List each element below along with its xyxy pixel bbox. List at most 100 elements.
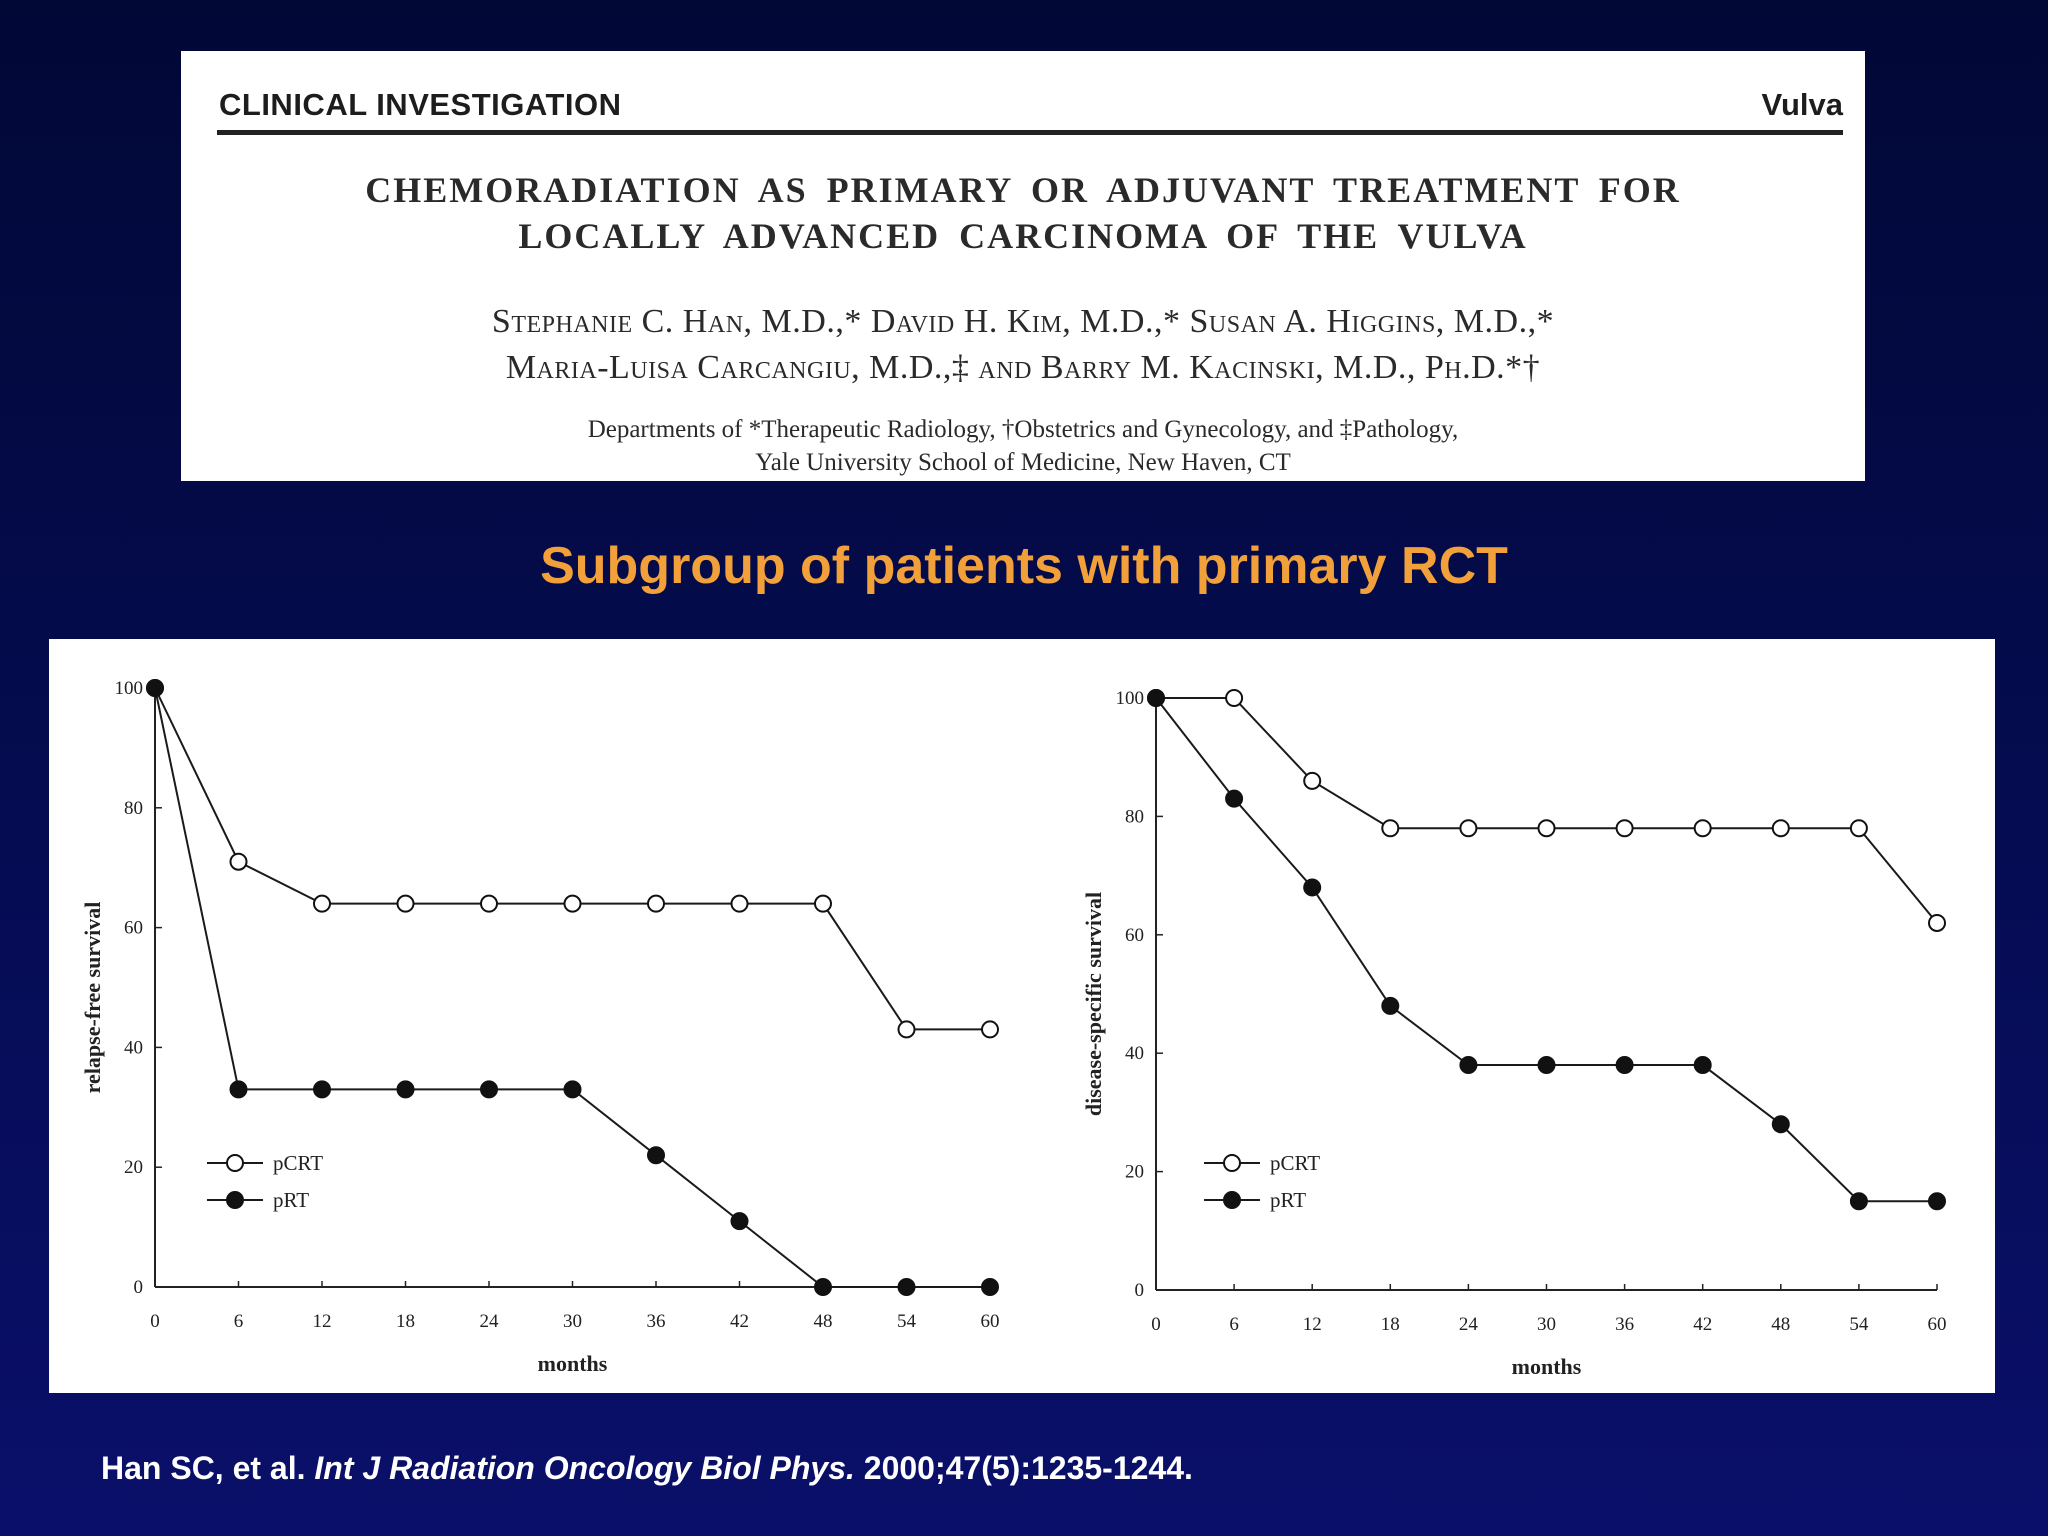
data-point-pRT bbox=[1459, 1056, 1478, 1075]
paper-header: CLINICAL INVESTIGATION Vulva CHEMORADIAT… bbox=[181, 51, 1865, 481]
data-point-pCRT bbox=[1615, 819, 1634, 838]
x-tick-label: 18 bbox=[1381, 1314, 1400, 1335]
x-tick-label: 60 bbox=[1928, 1314, 1947, 1335]
data-point-pCRT bbox=[1849, 819, 1868, 838]
data-point-pRT bbox=[1693, 1056, 1712, 1075]
y-tick-label: 20 bbox=[124, 1157, 143, 1178]
data-point-pRT bbox=[1615, 1056, 1634, 1075]
data-point-pRT bbox=[1849, 1192, 1868, 1211]
y-axis-label: relapse-free survival bbox=[80, 902, 105, 1094]
y-tick-label: 100 bbox=[1116, 688, 1145, 709]
data-point-pRT bbox=[229, 1080, 248, 1099]
data-point-pCRT bbox=[1459, 819, 1478, 838]
header-rule bbox=[217, 130, 1843, 135]
x-axis-label: months bbox=[538, 1351, 608, 1376]
data-point-pCRT bbox=[1928, 913, 1946, 932]
data-point-pRT bbox=[480, 1080, 498, 1099]
data-point-pRT bbox=[1381, 996, 1400, 1015]
data-point-pCRT bbox=[981, 1020, 999, 1039]
x-tick-label: 42 bbox=[730, 1311, 749, 1332]
x-tick-label: 48 bbox=[814, 1311, 833, 1332]
legend-label-pRT: pRT bbox=[1270, 1188, 1306, 1212]
data-point-pCRT bbox=[1693, 819, 1712, 838]
y-tick-label: 40 bbox=[124, 1037, 143, 1058]
x-tick-label: 36 bbox=[647, 1311, 666, 1332]
y-tick-label: 0 bbox=[134, 1277, 144, 1298]
paper-title-line-1: CHEMORADIATION AS PRIMARY OR ADJUVANT TR… bbox=[365, 170, 1681, 210]
data-point-pRT bbox=[1147, 689, 1165, 707]
section-topic: Vulva bbox=[1761, 87, 1843, 122]
citation-journal: Int J Radiation Oncology Biol Phys. bbox=[314, 1450, 855, 1486]
authors-line-1: Stephanie C. Han, M.D.,* David H. Kim, M… bbox=[491, 303, 1555, 340]
series-line-pCRT bbox=[1156, 697, 1938, 924]
data-point-pCRT bbox=[1537, 819, 1556, 838]
data-point-pRT bbox=[1303, 878, 1322, 897]
data-point-pCRT bbox=[730, 894, 749, 913]
x-tick-label: 30 bbox=[563, 1311, 582, 1332]
data-point-pCRT bbox=[647, 894, 665, 913]
data-point-pRT bbox=[647, 1146, 665, 1165]
x-tick-label: 60 bbox=[981, 1311, 1000, 1332]
data-point-pRT bbox=[1537, 1056, 1556, 1075]
series-line-pRT bbox=[1155, 697, 1937, 1203]
series-line-pCRT bbox=[154, 687, 990, 1031]
data-point-pRT bbox=[146, 679, 164, 697]
data-point-pCRT bbox=[480, 894, 498, 913]
charts-panel: 0 20 40 60 80 100 0 6 12 18 24 30 36 42 48 54 60 months re… bbox=[49, 639, 1995, 1393]
y-tick-label: 20 bbox=[1125, 1162, 1144, 1183]
x-tick-label: 12 bbox=[1303, 1314, 1322, 1335]
x-tick-label: 6 bbox=[1229, 1314, 1239, 1335]
chart-1: 0 20 40 60 80 100 0 6 12 18 24 30 36 42 48 54 60 months re… bbox=[80, 678, 1000, 1376]
data-point-pCRT bbox=[1381, 819, 1400, 838]
affiliation-line-1: Departments of *Therapeutic Radiology, †… bbox=[587, 416, 1459, 443]
y-tick-label: 60 bbox=[124, 918, 143, 939]
data-point-pRT bbox=[897, 1278, 916, 1296]
legend-label-pCRT: pCRT bbox=[1270, 1151, 1320, 1175]
affiliation-line-2: Yale University School of Medicine, New … bbox=[755, 449, 1291, 476]
data-point-pRT bbox=[313, 1080, 331, 1099]
data-point-pRT bbox=[1225, 789, 1244, 808]
y-axis-label: disease-specific survival bbox=[1081, 892, 1106, 1116]
data-point-pRT bbox=[730, 1212, 749, 1231]
y-tick-label: 80 bbox=[1125, 806, 1144, 827]
x-tick-label: 12 bbox=[313, 1311, 332, 1332]
x-tick-label: 42 bbox=[1693, 1314, 1712, 1335]
y-tick-label: 60 bbox=[1125, 925, 1144, 946]
data-point-pRT bbox=[1928, 1192, 1946, 1211]
x-tick-label: 0 bbox=[1151, 1314, 1161, 1335]
data-point-pCRT bbox=[1225, 689, 1244, 707]
paper-title: CHEMORADIATION AS PRIMARY OR ADJUVANT TR… bbox=[181, 167, 1865, 259]
citation-authors: Han SC, et al. bbox=[101, 1450, 315, 1486]
citation-reference: 2000;47(5):1235-1244. bbox=[854, 1450, 1193, 1486]
data-point-pRT bbox=[396, 1080, 415, 1099]
authors-line-2: Maria-Luisa Carcangiu, M.D.,‡ and Barry … bbox=[505, 349, 1541, 386]
x-tick-label: 48 bbox=[1771, 1314, 1790, 1335]
x-tick-label: 24 bbox=[1459, 1314, 1479, 1335]
data-point-pRT bbox=[1771, 1115, 1790, 1134]
data-point-pRT bbox=[814, 1278, 832, 1296]
legend-marker-pCRT bbox=[1223, 1154, 1241, 1172]
data-point-pCRT bbox=[229, 852, 248, 871]
x-tick-label: 54 bbox=[897, 1311, 917, 1332]
legend-label-pRT: pRT bbox=[273, 1188, 309, 1212]
data-point-pRT bbox=[563, 1080, 582, 1099]
paper-authors: Stephanie C. Han, M.D.,* David H. Kim, M… bbox=[181, 299, 1865, 391]
y-tick-label: 0 bbox=[1135, 1280, 1145, 1301]
chart-2: 0 20 40 60 80 100 0 6 12 18 24 30 36 42 48 54 60 months di… bbox=[1081, 688, 1947, 1379]
data-point-pCRT bbox=[814, 894, 832, 913]
data-point-pRT bbox=[981, 1278, 999, 1296]
paper-affiliation: Departments of *Therapeutic Radiology, †… bbox=[181, 413, 1865, 479]
x-tick-label: 6 bbox=[234, 1311, 244, 1332]
y-tick-label: 40 bbox=[1125, 1043, 1144, 1064]
slide-subtitle: Subgroup of patients with primary RCT bbox=[540, 537, 1508, 595]
x-tick-label: 54 bbox=[1849, 1314, 1869, 1335]
data-point-pCRT bbox=[1771, 819, 1790, 838]
legend-marker-pRT bbox=[226, 1191, 244, 1209]
data-point-pCRT bbox=[1303, 771, 1322, 790]
section-label: CLINICAL INVESTIGATION bbox=[219, 87, 622, 122]
legend-label-pCRT: pCRT bbox=[273, 1151, 323, 1175]
x-tick-label: 0 bbox=[150, 1311, 160, 1332]
data-point-pCRT bbox=[313, 894, 331, 913]
x-axis-label: months bbox=[1512, 1354, 1582, 1379]
